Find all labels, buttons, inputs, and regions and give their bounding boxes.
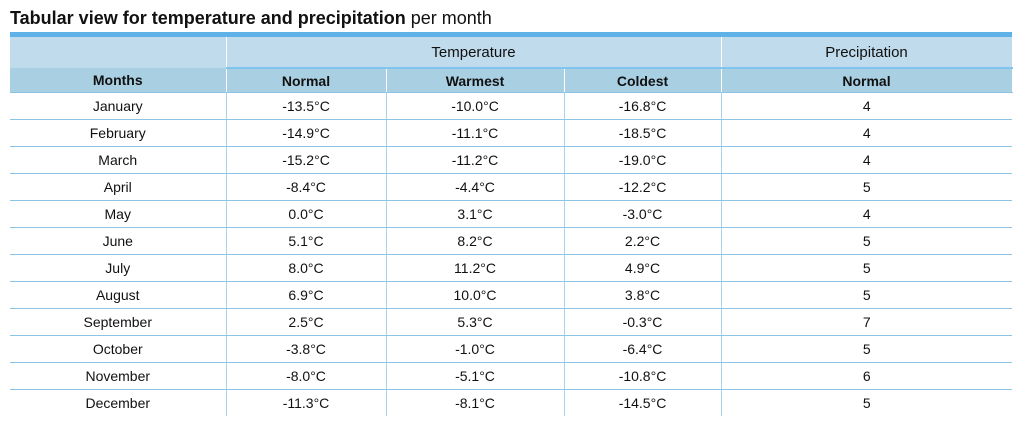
cell-warmest: 11.2°C <box>386 254 565 282</box>
cell-coldest: -12.2°C <box>564 173 722 201</box>
cell-month: October <box>10 335 227 363</box>
cell-warmest: 10.0°C <box>386 281 565 309</box>
column-header-coldest: Coldest <box>564 68 722 93</box>
column-header-temp-normal: Normal <box>226 68 387 93</box>
table-row: April -8.4°C -4.4°C -12.2°C 5 <box>10 173 1012 201</box>
cell-warmest: -11.2°C <box>386 146 565 174</box>
cell-coldest: -6.4°C <box>564 335 722 363</box>
cell-precip-normal: 6 <box>721 362 1012 390</box>
cell-coldest: -10.8°C <box>564 362 722 390</box>
cell-temp-normal: 0.0°C <box>226 200 387 228</box>
cell-precip-normal: 5 <box>721 254 1012 282</box>
table-row: November -8.0°C -5.1°C -10.8°C 6 <box>10 362 1012 390</box>
cell-temp-normal: -11.3°C <box>226 389 387 416</box>
table-row: October -3.8°C -1.0°C -6.4°C 5 <box>10 335 1012 363</box>
table-row: July 8.0°C 11.2°C 4.9°C 5 <box>10 254 1012 282</box>
cell-precip-normal: 5 <box>721 227 1012 255</box>
column-header-months: Months <box>10 68 227 93</box>
cell-warmest: -10.0°C <box>386 92 565 120</box>
cell-precip-normal: 7 <box>721 308 1012 336</box>
page-title-bold: Tabular view for temperature and precipi… <box>10 8 406 28</box>
cell-warmest: -1.0°C <box>386 335 565 363</box>
cell-warmest: -8.1°C <box>386 389 565 416</box>
cell-temp-normal: 5.1°C <box>226 227 387 255</box>
page-title: Tabular view for temperature and precipi… <box>10 6 492 30</box>
cell-month: September <box>10 308 227 336</box>
table-body: January -13.5°C -10.0°C -16.8°C 4 February -14… <box>10 92 1012 416</box>
cell-temp-normal: -8.4°C <box>226 173 387 201</box>
cell-warmest: -4.4°C <box>386 173 565 201</box>
table-row: August 6.9°C 10.0°C 3.8°C 5 <box>10 281 1012 309</box>
cell-temp-normal: -13.5°C <box>226 92 387 120</box>
cell-temp-normal: 6.9°C <box>226 281 387 309</box>
column-header-row: Months Normal Warmest Coldest Normal <box>10 68 1013 93</box>
cell-precip-normal: 4 <box>721 200 1012 228</box>
column-header-precip-normal: Normal <box>721 68 1013 93</box>
cell-precip-normal: 4 <box>721 146 1012 174</box>
cell-month: January <box>10 92 227 120</box>
cell-warmest: 5.3°C <box>386 308 565 336</box>
group-header-blank <box>10 37 227 68</box>
group-header-precipitation: Precipitation <box>721 37 1013 69</box>
cell-precip-normal: 5 <box>721 173 1012 201</box>
cell-coldest: -19.0°C <box>564 146 722 174</box>
cell-temp-normal: 8.0°C <box>226 254 387 282</box>
table-row: February -14.9°C -11.1°C -18.5°C 4 <box>10 119 1012 147</box>
cell-temp-normal: -3.8°C <box>226 335 387 363</box>
table-header: Temperature Precipitation Months Normal … <box>10 37 1013 93</box>
cell-month: June <box>10 227 227 255</box>
cell-coldest: 3.8°C <box>564 281 722 309</box>
cell-temp-normal: -14.9°C <box>226 119 387 147</box>
cell-temp-normal: -8.0°C <box>226 362 387 390</box>
cell-month: December <box>10 389 227 416</box>
cell-month: February <box>10 119 227 147</box>
cell-month: March <box>10 146 227 174</box>
table-row: May 0.0°C 3.1°C -3.0°C 4 <box>10 200 1012 228</box>
cell-month: November <box>10 362 227 390</box>
climate-table: Temperature Precipitation Months Normal … <box>10 37 1013 416</box>
climate-table-container: Temperature Precipitation Months Normal … <box>10 32 1013 416</box>
cell-precip-normal: 4 <box>721 119 1012 147</box>
cell-precip-normal: 4 <box>721 92 1012 120</box>
table-row: September 2.5°C 5.3°C -0.3°C 7 <box>10 308 1012 336</box>
table-row: December -11.3°C -8.1°C -14.5°C 5 <box>10 389 1012 416</box>
cell-precip-normal: 5 <box>721 335 1012 363</box>
cell-coldest: 4.9°C <box>564 254 722 282</box>
cell-coldest: -18.5°C <box>564 119 722 147</box>
cell-warmest: -11.1°C <box>386 119 565 147</box>
column-header-warmest: Warmest <box>386 68 565 93</box>
table-row: January -13.5°C -10.0°C -16.8°C 4 <box>10 92 1012 120</box>
cell-warmest: -5.1°C <box>386 362 565 390</box>
table-row: March -15.2°C -11.2°C -19.0°C 4 <box>10 146 1012 174</box>
cell-warmest: 3.1°C <box>386 200 565 228</box>
cell-month: May <box>10 200 227 228</box>
cell-coldest: -16.8°C <box>564 92 722 120</box>
cell-coldest: -3.0°C <box>564 200 722 228</box>
cell-coldest: -14.5°C <box>564 389 722 416</box>
cell-precip-normal: 5 <box>721 281 1012 309</box>
cell-precip-normal: 5 <box>862 395 871 411</box>
page-title-rest: per month <box>405 8 492 28</box>
cell-warmest: 8.2°C <box>386 227 565 255</box>
cell-temp-normal: 2.5°C <box>226 308 387 336</box>
group-header-temperature: Temperature <box>226 37 722 69</box>
cell-temp-normal: -15.2°C <box>226 146 387 174</box>
cell-month: August <box>10 281 227 309</box>
cell-month: July <box>10 254 227 282</box>
cell-coldest: 2.2°C <box>564 227 722 255</box>
cell-coldest: -0.3°C <box>564 308 722 336</box>
group-header-row: Temperature Precipitation <box>10 37 1013 69</box>
table-row: June 5.1°C 8.2°C 2.2°C 5 <box>10 227 1012 255</box>
cell-month: April <box>10 173 227 201</box>
